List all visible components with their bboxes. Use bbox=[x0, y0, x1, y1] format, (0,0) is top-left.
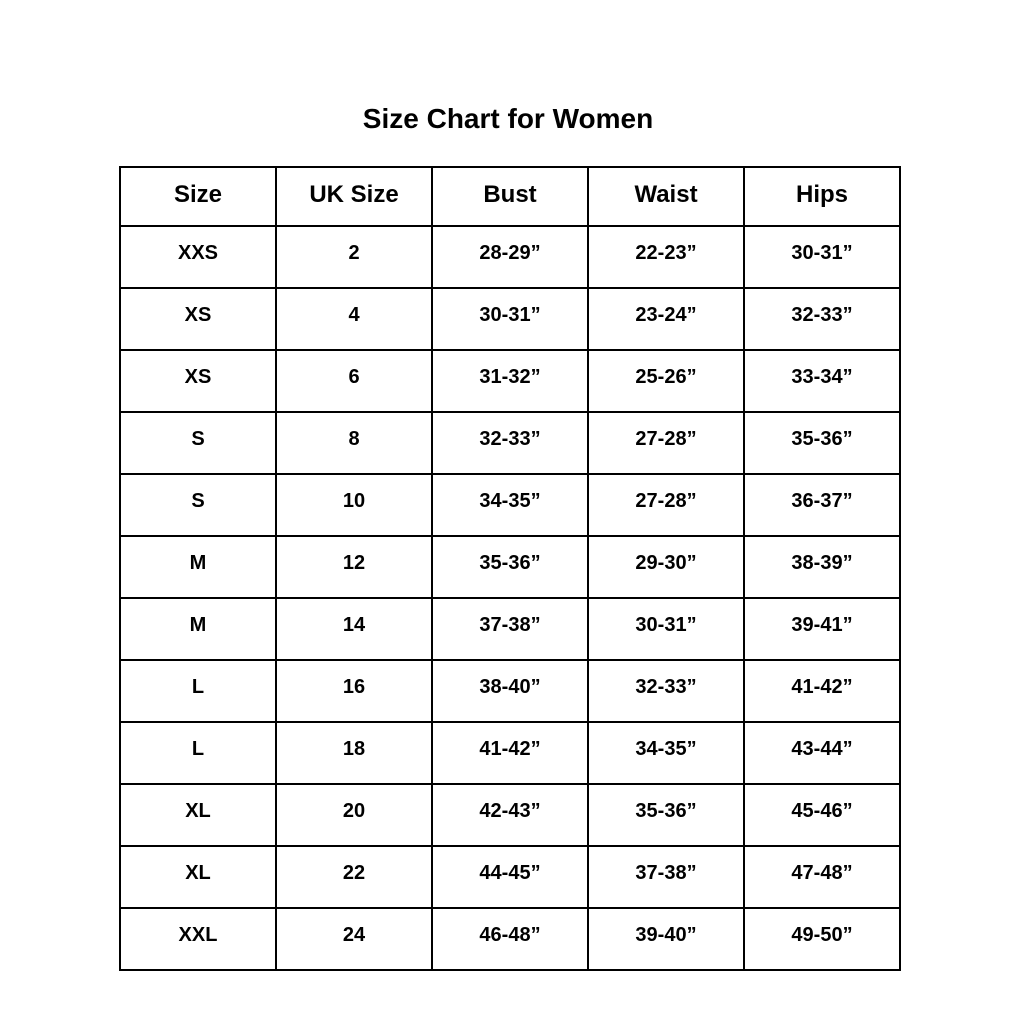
cell-size: M bbox=[119, 597, 277, 661]
cell-bust: 42-43” bbox=[431, 783, 589, 847]
cell-size: XXS bbox=[119, 225, 277, 289]
cell-waist: 27-28” bbox=[587, 411, 745, 475]
cell-size: XXL bbox=[119, 907, 277, 971]
cell-bust: 37-38” bbox=[431, 597, 589, 661]
cell-waist: 37-38” bbox=[587, 845, 745, 909]
table-row: XXL 24 46-48” 39-40” 49-50” bbox=[119, 907, 901, 971]
cell-size: XS bbox=[119, 349, 277, 413]
cell-waist: 35-36” bbox=[587, 783, 745, 847]
table-row: XS 6 31-32” 25-26” 33-34” bbox=[119, 349, 901, 413]
cell-uk-size: 12 bbox=[275, 535, 433, 599]
table-row: M 12 35-36” 29-30” 38-39” bbox=[119, 535, 901, 599]
column-header-hips: Hips bbox=[743, 166, 901, 227]
cell-uk-size: 2 bbox=[275, 225, 433, 289]
cell-size: XL bbox=[119, 845, 277, 909]
table-row: S 8 32-33” 27-28” 35-36” bbox=[119, 411, 901, 475]
cell-waist: 22-23” bbox=[587, 225, 745, 289]
column-header-waist: Waist bbox=[587, 166, 745, 227]
cell-size: S bbox=[119, 473, 277, 537]
cell-size: S bbox=[119, 411, 277, 475]
cell-size: M bbox=[119, 535, 277, 599]
cell-uk-size: 10 bbox=[275, 473, 433, 537]
table-row: S 10 34-35” 27-28” 36-37” bbox=[119, 473, 901, 537]
table-row: L 18 41-42” 34-35” 43-44” bbox=[119, 721, 901, 785]
cell-waist: 34-35” bbox=[587, 721, 745, 785]
cell-waist: 30-31” bbox=[587, 597, 745, 661]
cell-uk-size: 16 bbox=[275, 659, 433, 723]
table-row: M 14 37-38” 30-31” 39-41” bbox=[119, 597, 901, 661]
cell-bust: 38-40” bbox=[431, 659, 589, 723]
cell-uk-size: 22 bbox=[275, 845, 433, 909]
cell-uk-size: 6 bbox=[275, 349, 433, 413]
page-title: Size Chart for Women bbox=[362, 103, 654, 134]
cell-uk-size: 24 bbox=[275, 907, 433, 971]
cell-hips: 41-42” bbox=[743, 659, 901, 723]
column-header-size: Size bbox=[119, 166, 277, 227]
cell-bust: 41-42” bbox=[431, 721, 589, 785]
cell-bust: 32-33” bbox=[431, 411, 589, 475]
cell-bust: 44-45” bbox=[431, 845, 589, 909]
table-row: XS 4 30-31” 23-24” 32-33” bbox=[119, 287, 901, 351]
cell-size: XL bbox=[119, 783, 277, 847]
cell-hips: 45-46” bbox=[743, 783, 901, 847]
cell-waist: 25-26” bbox=[587, 349, 745, 413]
cell-bust: 31-32” bbox=[431, 349, 589, 413]
cell-size: XS bbox=[119, 287, 277, 351]
cell-hips: 33-34” bbox=[743, 349, 901, 413]
cell-hips: 30-31” bbox=[743, 225, 901, 289]
cell-hips: 47-48” bbox=[743, 845, 901, 909]
cell-uk-size: 8 bbox=[275, 411, 433, 475]
cell-waist: 32-33” bbox=[587, 659, 745, 723]
cell-bust: 46-48” bbox=[431, 907, 589, 971]
table-row: XXS 2 28-29” 22-23” 30-31” bbox=[119, 225, 901, 289]
cell-waist: 29-30” bbox=[587, 535, 745, 599]
header-row: Size UK Size Bust Waist Hips bbox=[119, 166, 901, 227]
cell-waist: 39-40” bbox=[587, 907, 745, 971]
table-row: XL 22 44-45” 37-38” 47-48” bbox=[119, 845, 901, 909]
cell-bust: 34-35” bbox=[431, 473, 589, 537]
cell-hips: 35-36” bbox=[743, 411, 901, 475]
cell-waist: 23-24” bbox=[587, 287, 745, 351]
cell-uk-size: 14 bbox=[275, 597, 433, 661]
column-header-uk-size: UK Size bbox=[275, 166, 433, 227]
cell-bust: 28-29” bbox=[431, 225, 589, 289]
cell-size: L bbox=[119, 721, 277, 785]
cell-uk-size: 18 bbox=[275, 721, 433, 785]
size-chart-table: Size UK Size Bust Waist Hips XXS 2 28-29” 22-23… bbox=[119, 166, 901, 971]
table-row: L 16 38-40” 32-33” 41-42” bbox=[119, 659, 901, 723]
cell-hips: 36-37” bbox=[743, 473, 901, 537]
cell-uk-size: 4 bbox=[275, 287, 433, 351]
cell-bust: 35-36” bbox=[431, 535, 589, 599]
cell-hips: 43-44” bbox=[743, 721, 901, 785]
table-row: XL 20 42-43” 35-36” 45-46” bbox=[119, 783, 901, 847]
cell-waist: 27-28” bbox=[587, 473, 745, 537]
cell-hips: 49-50” bbox=[743, 907, 901, 971]
cell-uk-size: 20 bbox=[275, 783, 433, 847]
column-header-bust: Bust bbox=[431, 166, 589, 227]
cell-hips: 39-41” bbox=[743, 597, 901, 661]
cell-size: L bbox=[119, 659, 277, 723]
cell-hips: 38-39” bbox=[743, 535, 901, 599]
cell-bust: 30-31” bbox=[431, 287, 589, 351]
cell-hips: 32-33” bbox=[743, 287, 901, 351]
